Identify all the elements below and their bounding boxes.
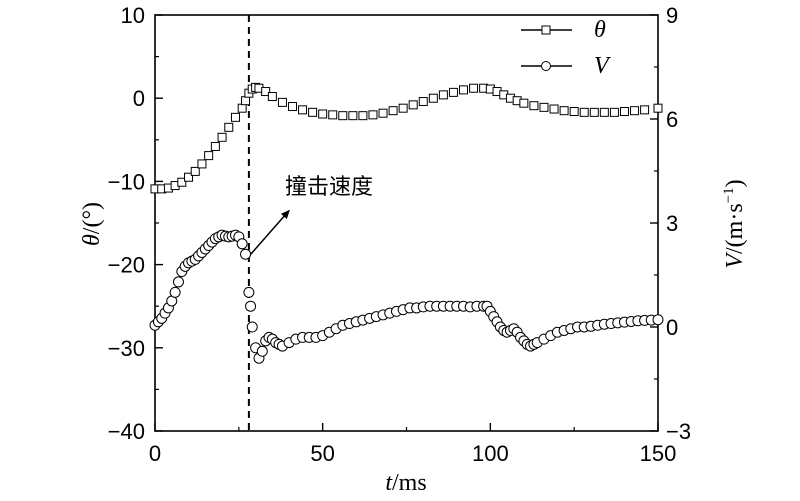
v-point [172,276,184,288]
theta-point [408,100,418,110]
theta-point [338,111,348,121]
legend: θ V [521,17,611,79]
left-y-tick-label: 10 [121,3,145,28]
theta-point [190,166,200,176]
theta-point [241,96,251,106]
theta-point [287,102,297,112]
right-y-tick-label: −3 [666,419,691,444]
theta-point [569,107,579,117]
theta-point [609,107,619,117]
x-tick-label: 0 [149,441,161,466]
theta-point [599,107,609,117]
legend-v-marker [541,61,551,71]
theta-point [318,109,328,119]
theta-point [204,151,214,161]
impact-marker [247,15,290,431]
legend-entry-v: V [521,53,611,79]
theta-point [448,87,458,97]
theta-point [230,112,240,122]
v-point [256,345,268,357]
theta-point [298,105,308,115]
theta-point [267,92,277,102]
theta-point [438,90,448,100]
theta-point [261,87,271,97]
theta-point [519,98,529,108]
theta-point [210,141,220,151]
annotation-impact-velocity: 撞击速度 [285,175,373,200]
theta-point [358,111,368,121]
theta-point [589,107,599,117]
annotation-arrow [248,209,290,257]
x-axis-title: t/ms [385,470,426,496]
theta-point [348,111,358,121]
theta-point [237,103,247,113]
right-y-axis-title: V/(m·s−1) [721,179,748,268]
theta-point [277,97,287,107]
data-series [149,82,664,364]
theta-point [459,85,469,95]
plot-frame [154,14,659,432]
theta-point [378,108,388,118]
right-y-tick-label: 9 [666,3,678,28]
x-tick-label: 150 [640,441,677,466]
theta-point [217,132,227,142]
theta-point [549,104,559,114]
left-y-tick-label: −30 [108,336,145,361]
right-y-tick-label: 6 [666,107,678,132]
x-tick-label: 50 [310,441,334,466]
theta-point [398,103,408,113]
theta-point [653,103,663,113]
theta-point [197,159,207,169]
v-point [245,300,257,312]
v-point [243,286,255,298]
theta-point [224,122,234,132]
theta-point [579,107,589,117]
theta-point [640,105,650,115]
theta-point [184,172,194,182]
v-point [169,286,181,298]
v-point [246,321,258,333]
left-y-tick-label: −20 [108,253,145,278]
theta-point [539,102,549,112]
legend-theta-label: θ [594,17,606,43]
theta-point [388,106,398,116]
left-y-tick-label: −40 [108,419,145,444]
legend-theta-marker [541,25,551,35]
theta-point [418,97,428,107]
theta-point [368,110,378,120]
legend-v-label: V [594,53,611,79]
legend-entry-theta: θ [521,17,606,43]
theta-point [428,93,438,103]
theta-point [177,177,187,187]
right-y-tick-label: 0 [666,315,678,340]
v-point [236,238,248,250]
theta-point [630,106,640,116]
right-y-tick-label: 3 [666,211,678,236]
theta-point [308,107,318,117]
theta-point [469,83,479,93]
theta-point [559,106,569,116]
theta-point [529,101,539,111]
left-y-axis-title: θ/(°) [79,202,105,246]
v-point [652,314,664,326]
theta-point [328,110,338,120]
v-point [240,248,252,260]
left-y-tick-label: 0 [133,86,145,111]
x-tick-label: 100 [472,441,509,466]
left-y-tick-label: −10 [108,169,145,194]
theta-point [619,107,629,117]
